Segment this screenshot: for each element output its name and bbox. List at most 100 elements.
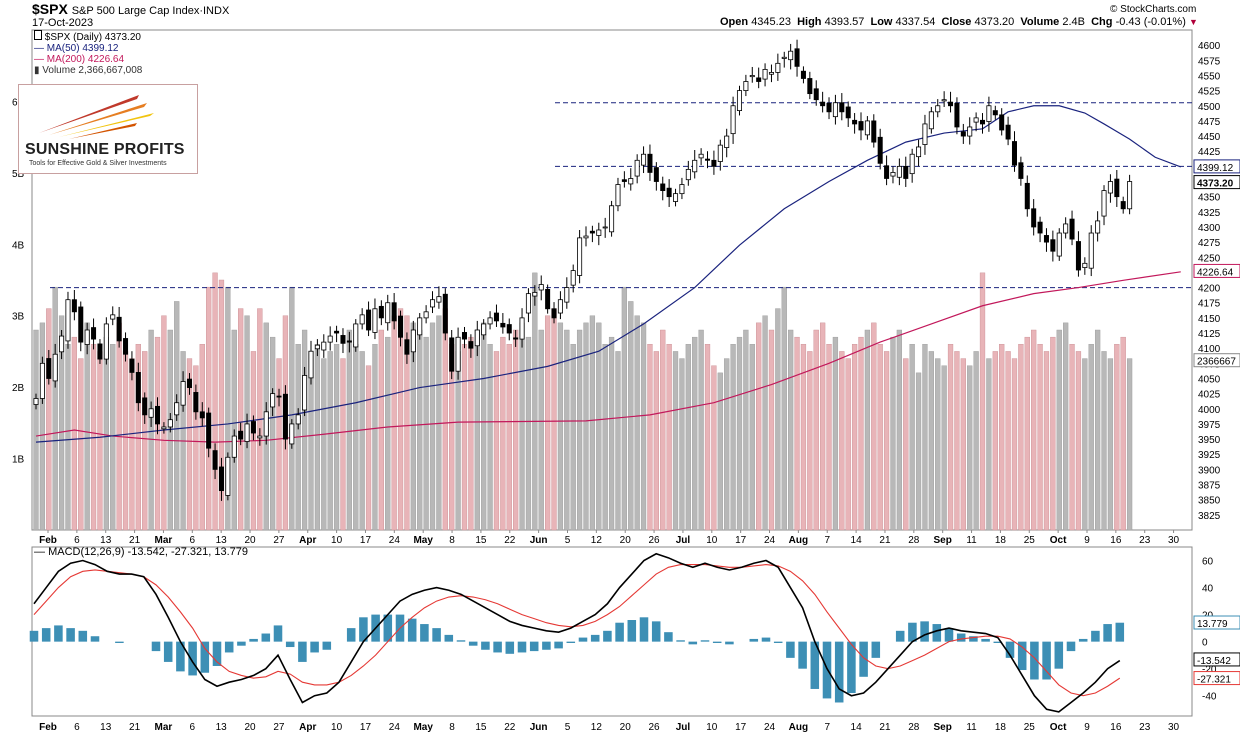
logo-tagline: Tools for Effective Gold & Silver Invest… (29, 160, 167, 167)
volume-bar (935, 358, 941, 531)
macd-histogram-bar (615, 622, 624, 642)
volume-bar (973, 351, 979, 531)
volume-bar (1018, 344, 1024, 531)
candle-body (487, 317, 493, 325)
macd-x-tick-label: 10 (331, 722, 343, 733)
macd-histogram-bar (200, 641, 210, 673)
candle-body (238, 430, 244, 440)
candle-body (768, 72, 774, 75)
volume-bar (52, 286, 58, 531)
candle-body (225, 456, 231, 496)
macd-histogram-bar (786, 641, 795, 658)
candle-body (724, 135, 730, 148)
candle-body (391, 302, 397, 322)
macd-histogram-bar (212, 641, 222, 666)
candle-body (1063, 223, 1069, 234)
price-tick-label: 4150 (1198, 314, 1221, 325)
volume-bar (385, 336, 391, 531)
volume-bar (289, 286, 295, 531)
volume-bar (353, 344, 359, 531)
candle-body (442, 293, 448, 334)
candle-body (705, 158, 711, 161)
candle-body (1075, 241, 1081, 271)
high-value: 4393.57 (824, 16, 865, 28)
macd-histogram-bar (359, 617, 368, 642)
volume-bar (564, 329, 570, 531)
candle-body (839, 102, 845, 113)
macd-x-tick-label: 14 (851, 722, 863, 733)
macd-histogram-bar (590, 634, 600, 642)
macd-x-tick-label: 12 (591, 722, 603, 733)
price-tick-label: 3875 (1198, 481, 1221, 492)
macd-label-box (1193, 615, 1240, 630)
chart-date: 17-Oct-2023 (32, 17, 94, 29)
x-tick-label: 11 (966, 535, 977, 546)
volume-bar (365, 365, 372, 531)
candle-body (653, 167, 659, 182)
candle-body (711, 159, 717, 167)
candle-body (762, 68, 768, 80)
candle-body (110, 314, 116, 320)
candle-body (155, 405, 161, 425)
candle-body (410, 329, 416, 353)
volume-bar (135, 344, 141, 531)
macd-histogram-bar (163, 641, 173, 662)
candle-body (59, 335, 65, 353)
volume-bar (839, 351, 845, 531)
volume-bar (602, 344, 608, 531)
x-tick-label: 8 (449, 535, 455, 546)
macd-histogram-bar (273, 625, 283, 642)
macd-histogram-bar (651, 621, 661, 642)
volume-bar (346, 329, 353, 531)
macd-histogram-bar (834, 641, 844, 703)
macd-histogram-bar (542, 641, 551, 650)
volume-bar (762, 315, 768, 531)
volume-bar (756, 322, 762, 531)
volume-tick-label: 5B (12, 169, 25, 180)
macd-x-tick-label: 23 (1139, 722, 1151, 733)
macd-histogram-bar (1030, 641, 1039, 680)
candle-body (321, 341, 327, 351)
candle-body (231, 435, 237, 458)
candle-body (276, 395, 282, 398)
macd-histogram-bar (115, 641, 124, 643)
macd-x-tick-label: 17 (735, 722, 747, 733)
volume-bar (596, 322, 602, 531)
macd-histogram-bar (639, 617, 649, 642)
volume-bar (1043, 351, 1050, 531)
candle-body (954, 102, 960, 128)
candle-body (334, 330, 340, 334)
volume-bar (442, 308, 448, 531)
macd-histogram-bar (407, 618, 417, 642)
price-tick-label: 4125 (1198, 329, 1221, 340)
candle-body (948, 101, 954, 107)
macd-x-tick-label: Jul (676, 722, 691, 733)
volume-bar (359, 351, 365, 531)
macd-x-tick-label: 18 (995, 722, 1007, 733)
volume-bar (65, 344, 71, 531)
macd-x-tick-label: 5 (565, 722, 571, 733)
macd-tick-label: -40 (1202, 692, 1217, 703)
volume-bar (685, 344, 691, 531)
candle-body (39, 362, 45, 399)
volume-bar (743, 329, 749, 531)
symbol: $SPX (32, 1, 68, 17)
macd-histogram-bar (29, 630, 39, 642)
volume-bar (1056, 329, 1062, 531)
macd-histogram-bar (54, 625, 63, 642)
candle-body (1037, 221, 1043, 234)
price-label-box (1193, 263, 1240, 278)
volume-bar (301, 329, 308, 531)
macd-histogram-bar (908, 622, 917, 642)
volume-bar (538, 329, 544, 531)
price-label-box (1193, 159, 1240, 174)
candle-body (525, 293, 531, 314)
volume-bar (794, 336, 800, 531)
macd-histogram-bar (798, 641, 807, 669)
volume-bar (692, 336, 698, 531)
volume-bar (429, 322, 436, 531)
legend-volume: Volume 2,366,667,008 (42, 65, 143, 76)
candle-body (673, 193, 679, 202)
candle-body (941, 99, 947, 102)
volume-bar (800, 344, 807, 531)
